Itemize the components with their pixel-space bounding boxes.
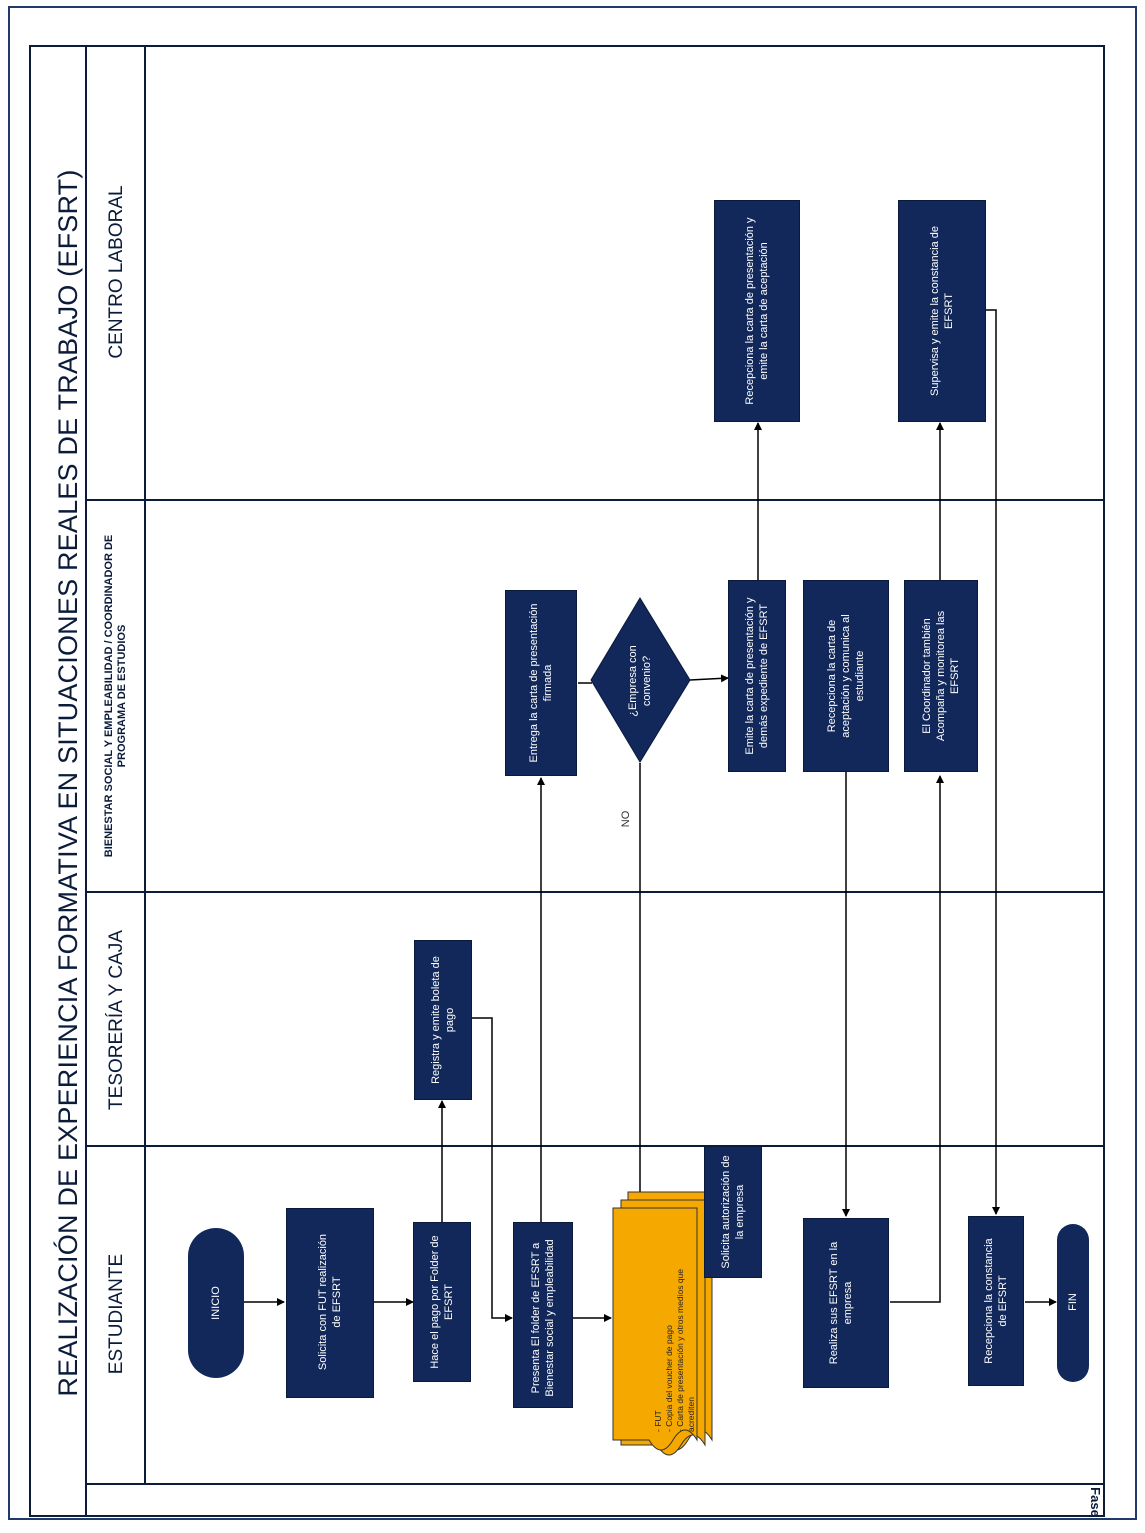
hace-pago-box <box>413 1222 471 1382</box>
registra-boleta-label: Registra y emite boleta de pago <box>430 956 456 1084</box>
entrega-carta-label: Entrega la carta de presentación firmada <box>528 603 554 763</box>
realiza-efsrt-box <box>803 1218 889 1388</box>
fase-label: Fase <box>1088 1487 1103 1517</box>
supervisa-label: Supervisa y emite la constancia de EFSRT <box>929 226 955 396</box>
documents-shape <box>612 1191 713 1456</box>
inicio-terminator <box>188 1228 244 1378</box>
inicio-label: INICIO <box>210 1286 222 1320</box>
page-title: REALIZACIÓN DE EXPERIENCIA FORMATIVA EN … <box>53 169 83 1397</box>
recepciona-constancia-label: Recepciona la constancia de EFSRT <box>983 1238 1009 1364</box>
fin-terminator <box>1057 1224 1089 1382</box>
lane-bienestar: BIENESTAR SOCIAL Y EMPLEABILIDAD / COORD… <box>103 534 128 858</box>
emite-carta-label: Emite la carta de presentación y demás e… <box>744 597 770 755</box>
lane-tesoreria: TESORERÍA Y CAJA <box>106 930 127 1110</box>
page-frame <box>8 6 1137 1520</box>
emite-carta-box <box>728 580 786 772</box>
registra-boleta-box <box>414 940 472 1100</box>
lane-estudiante: ESTUDIANTE <box>106 1253 127 1375</box>
connector-supervisa-constancia <box>986 309 1000 1215</box>
connector-boleta-presenta <box>472 1017 513 1322</box>
decision-no-label: NO <box>620 810 632 828</box>
connector-realiza-coordinador <box>890 775 944 1303</box>
entrega-carta-box <box>505 590 577 776</box>
connector-decision-no <box>639 763 701 1212</box>
diagram-border <box>29 45 1105 1517</box>
documents-label: - FUT - Copia del voucher de pago - Cart… <box>653 1268 696 1432</box>
lane-centro-laboral: CENTRO LABORAL <box>106 185 127 359</box>
recepciona-carta-centro-box <box>714 200 800 422</box>
solicita-autorizacion-label: Solicita autorización de la empresa <box>720 1155 746 1269</box>
recepciona-carta-centro-label: Recepciona la carta de presentación y em… <box>744 217 770 405</box>
hace-pago-label: Hace el pago por Folder de EFSRT <box>429 1235 455 1369</box>
decision-label: ¿Empresa con convenio? <box>627 645 653 717</box>
connector-decision-emite <box>689 674 729 683</box>
solicita-fut-label: Solicita con FUT realización de EFSRT <box>317 1233 343 1371</box>
recepciona-aceptacion-label: Recepciona la carta de aceptación y comu… <box>826 614 866 738</box>
coordinador-box <box>904 580 978 772</box>
decision-diamond <box>590 597 691 763</box>
recepciona-constancia-box <box>968 1216 1024 1386</box>
fin-label: FIN <box>1067 1293 1079 1311</box>
presenta-folder-box <box>513 1222 573 1408</box>
solicita-fut-box <box>286 1208 374 1398</box>
presenta-folder-label: Presenta El folder de EFSRT a Bienestar … <box>530 1239 556 1397</box>
supervisa-box <box>898 200 986 422</box>
solicita-autorizacion-box <box>704 1146 762 1278</box>
realiza-efsrt-label: Realiza sus EFSRT en la empresa <box>828 1241 854 1365</box>
recepciona-aceptacion-box <box>803 580 889 772</box>
coordinador-label: El Coordinador también Acompaña y monito… <box>921 610 961 742</box>
